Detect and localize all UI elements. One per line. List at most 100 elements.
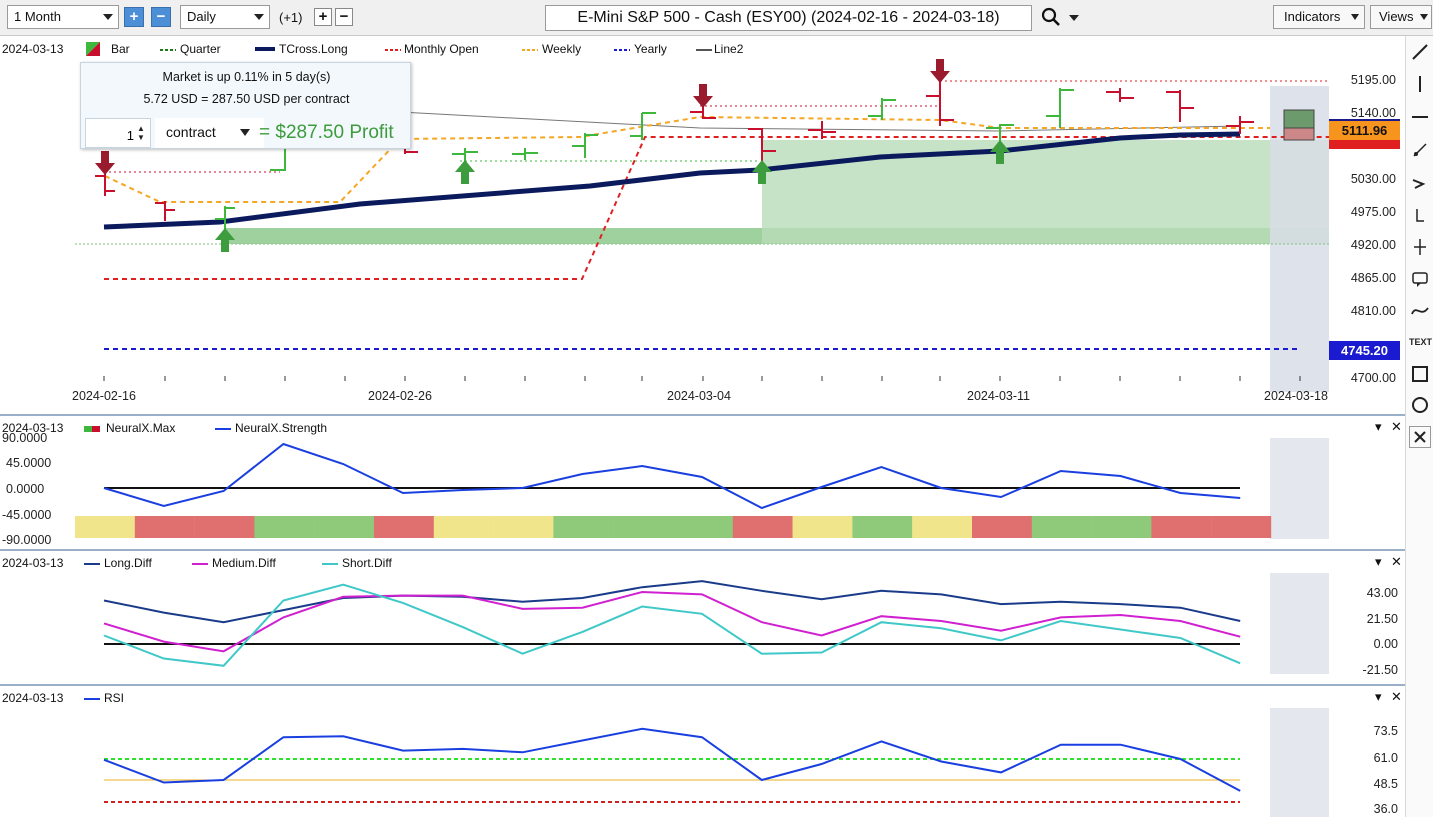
ellipse-tool[interactable] (1409, 394, 1431, 416)
curve-icon (1411, 307, 1429, 315)
interval-select[interactable]: Daily (180, 5, 270, 29)
profit-tooltip: Market is up 0.11% in 5 day(s) 5.72 USD … (80, 62, 411, 149)
pane-divider[interactable] (0, 414, 1405, 416)
projection-zone-box (762, 140, 1329, 244)
pane-divider[interactable] (0, 549, 1405, 551)
chevron-down-icon: ▾ (1375, 689, 1382, 704)
legend-date: 2024-03-13 (2, 691, 64, 705)
drawing-tools-bar: TEXT (1405, 36, 1433, 817)
zoom-out-button[interactable]: − (151, 7, 171, 27)
neuralx-tick: 45.0000 (6, 456, 52, 470)
views-label: Views (1379, 9, 1414, 24)
stepper-arrows-icon[interactable]: ▲ ▼ (137, 124, 145, 142)
neuralx-strength-line (103, 442, 1241, 510)
minus-icon: − (156, 8, 166, 25)
offset-plus-button[interactable]: + (314, 8, 332, 26)
pane-close-button[interactable]: ✕ (1391, 554, 1402, 570)
symbol-title-box[interactable]: E-Mini S&P 500 - Cash (ESY00) (2024-02-1… (545, 5, 1032, 31)
legend-quarter: Quarter (180, 42, 221, 56)
interval-select-value: Daily (187, 9, 216, 24)
zoom-in-button[interactable]: + (124, 7, 144, 27)
pitchfork-tool[interactable] (1409, 172, 1431, 194)
indicators-button[interactable]: Indicators (1273, 5, 1365, 29)
price-tick: 4810.00 (1350, 304, 1396, 318)
pane-close-button[interactable]: ✕ (1391, 689, 1402, 705)
pitchfork-icon (1412, 179, 1426, 189)
rectangle-tool[interactable] (1409, 363, 1431, 385)
legend-tcross: TCross.Long (279, 42, 348, 56)
neuralx-max-block (254, 516, 315, 538)
diff-tick: 43.00 (1366, 586, 1398, 600)
diff-tick: 0.00 (1373, 637, 1398, 651)
medium-diff-swatch-icon (192, 563, 208, 565)
sell-arrow-icon (930, 59, 950, 83)
diff-chart[interactable] (0, 555, 1340, 685)
legend-line2: Line2 (714, 42, 744, 56)
ray-icon (1413, 143, 1427, 157)
chevron-down-icon: ▾ (1375, 419, 1382, 434)
neuralx-tick: -45.0000 (2, 508, 52, 522)
neuralx-legend: 2024-03-13 NeuralX.Max NeuralX.Strength (2, 421, 402, 437)
tooltip-line2: 5.72 USD = 287.50 USD per contract (143, 92, 350, 106)
text-tool[interactable]: TEXT (1409, 331, 1433, 353)
views-button[interactable]: Views (1370, 5, 1432, 29)
rsi-line (103, 727, 1241, 792)
short-diff-swatch-icon (322, 563, 338, 565)
weekly-line (104, 115, 1270, 203)
neuralx-tick: -90.0000 (2, 533, 52, 547)
offset-minus-button[interactable]: − (335, 8, 353, 26)
text-icon: TEXT (1409, 337, 1433, 347)
monthly-swatch-icon (385, 49, 401, 51)
clear-drawings-tool[interactable] (1409, 426, 1431, 448)
future-zone (1270, 438, 1329, 539)
rsi-legend: 2024-03-13 RSI (2, 691, 202, 707)
pane-close-button[interactable]: ✕ (1391, 419, 1402, 435)
chevron-down-icon (1069, 15, 1079, 21)
close-icon: ✕ (1391, 419, 1402, 434)
neuralx-max-block (912, 516, 973, 538)
yearly-swatch-icon (614, 49, 630, 51)
price-tick: 5195.00 (1350, 73, 1396, 87)
unit-select-value: contract (166, 124, 216, 140)
bar-swatch-icon (86, 42, 100, 56)
monthly-open-line (104, 136, 1329, 280)
legend-date: 2024-03-13 (2, 556, 64, 570)
diff-legend: 2024-03-13 Long.Diff Medium.Diff Short.D… (2, 556, 462, 572)
neuralx-max-block (613, 516, 674, 538)
neuralx-chart[interactable] (0, 420, 1340, 550)
pane-menu-button[interactable]: ▾ (1375, 419, 1382, 435)
search-icon (1041, 7, 1060, 26)
fibonacci-tool[interactable] (1409, 204, 1431, 226)
horizontal-line-tool[interactable] (1409, 106, 1431, 128)
quantity-input[interactable] (94, 125, 134, 145)
comment-tool[interactable] (1409, 268, 1431, 290)
search-button[interactable] (1040, 6, 1082, 30)
legend-bar: Bar (111, 42, 130, 56)
neuralx-max-block (75, 516, 135, 538)
trendline-tool[interactable] (1409, 41, 1431, 63)
legend-neuralx-strength: NeuralX.Strength (235, 421, 328, 435)
quantity-stepper[interactable]: ▲▼ (85, 118, 151, 148)
long-diff-line (103, 580, 1241, 624)
crosshair-tool[interactable] (1409, 236, 1431, 258)
pane-menu-button[interactable]: ▾ (1375, 554, 1382, 570)
legend-short-diff: Short.Diff (342, 556, 392, 570)
price-tick: 5140.00 (1350, 106, 1396, 120)
chevron-down-icon (240, 129, 250, 136)
neuralx-max-block (972, 516, 1032, 538)
price-tick: 5030.00 (1350, 172, 1396, 186)
rsi-chart[interactable] (0, 690, 1340, 817)
pane-divider[interactable] (0, 684, 1405, 686)
crosshair-icon (1414, 239, 1426, 255)
range-select[interactable]: 1 Month (7, 5, 119, 29)
rectangle-icon (1412, 366, 1428, 382)
price-chart[interactable] (0, 36, 1405, 416)
legend-neuralx-max: NeuralX.Max (106, 421, 176, 435)
comment-icon (1412, 272, 1428, 287)
unit-select[interactable]: contract (155, 118, 264, 148)
legend-medium-diff: Medium.Diff (212, 556, 276, 570)
pane-menu-button[interactable]: ▾ (1375, 689, 1382, 705)
curve-tool[interactable] (1409, 300, 1431, 322)
vertical-line-tool[interactable] (1409, 73, 1431, 95)
ray-tool[interactable] (1409, 139, 1431, 161)
